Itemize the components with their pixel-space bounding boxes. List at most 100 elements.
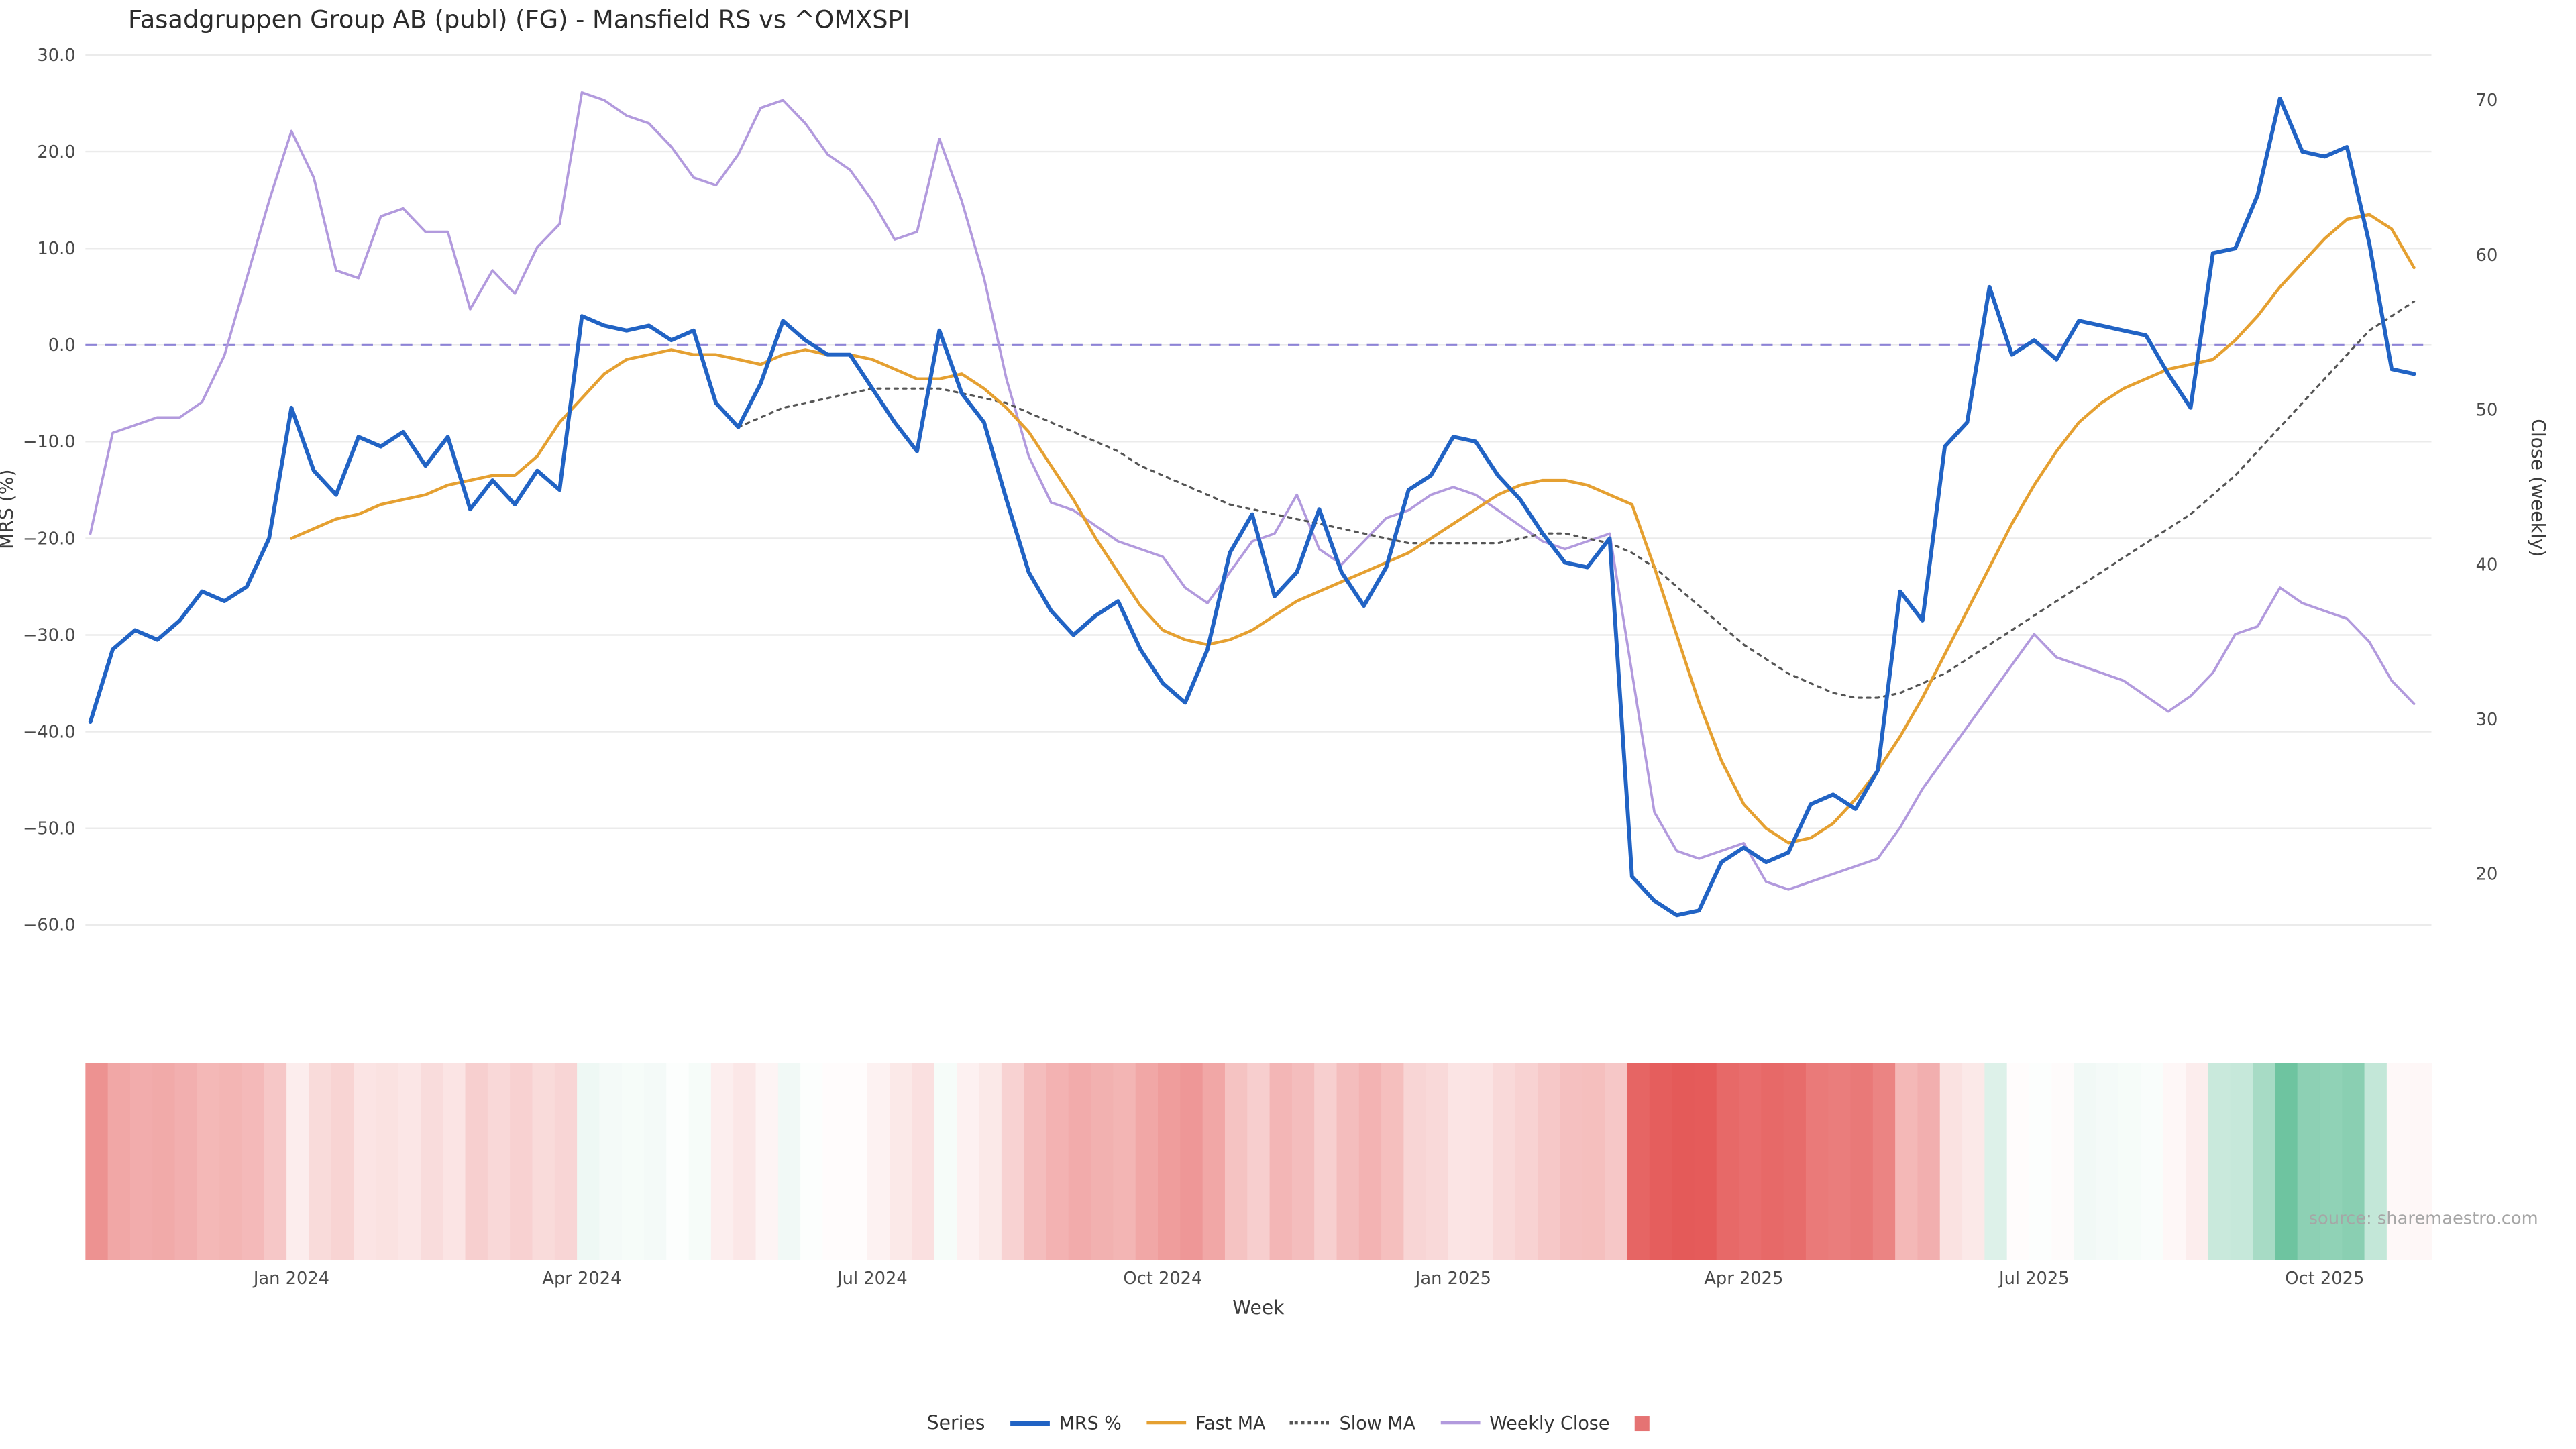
right-axis-tick-labels: 70 60 50 40 30 20 [2476, 91, 2498, 884]
left-tick-label: −30.0 [23, 625, 76, 645]
right-tick-label: 30 [2476, 710, 2498, 730]
legend-item-mrs-: MRS % [1010, 1412, 1122, 1434]
heatmap-cell [621, 1063, 645, 1260]
heatmap-cell [2275, 1063, 2298, 1260]
heatmap-cell [241, 1063, 265, 1260]
heatmap-cell [1605, 1063, 1628, 1260]
legend-swatch-line [1440, 1421, 1480, 1425]
heatmap-cell [174, 1063, 198, 1260]
x-tick-label: Oct 2024 [1123, 1269, 1202, 1289]
right-tick-label: 40 [2476, 555, 2498, 575]
heatmap-strip [85, 1063, 2432, 1260]
heatmap-cell [2096, 1063, 2120, 1260]
heatmap-cell [1805, 1063, 1829, 1260]
legend-item-weekly-close: Weekly Close [1440, 1411, 1610, 1434]
heatmap-cell [934, 1063, 958, 1260]
legend-item-slow-ma: Slow MA [1290, 1412, 1415, 1434]
heatmap-cell [85, 1063, 109, 1260]
left-tick-label: −50.0 [23, 819, 76, 839]
heatmap-cell [1269, 1063, 1293, 1260]
legend-item-label: Weekly Close [1489, 1411, 1610, 1434]
legend-item-label: MRS % [1059, 1411, 1122, 1434]
heatmap-cell [2319, 1063, 2343, 1260]
heatmap-cell [219, 1063, 243, 1260]
x-tick-label: Apr 2025 [1704, 1269, 1783, 1289]
heatmap-cell [1939, 1063, 1963, 1260]
heatmap-cell [510, 1063, 533, 1260]
heatmap-cell [755, 1063, 779, 1260]
heatmap-cell [1850, 1063, 1874, 1260]
heatmap-cell [1895, 1063, 1919, 1260]
heatmap-cell [822, 1063, 846, 1260]
heatmap-cell [577, 1063, 600, 1260]
heatmap-cell [1538, 1063, 1561, 1260]
right-tick-label: 20 [2476, 865, 2498, 885]
heatmap-cell [197, 1063, 221, 1260]
x-tick-label: Oct 2025 [2285, 1269, 2364, 1289]
heatmap-cell [1470, 1063, 1494, 1260]
heatmap-cell [2208, 1063, 2231, 1260]
heatmap-cell [2141, 1063, 2164, 1260]
heatmap-cell [845, 1063, 868, 1260]
heatmap-cell [800, 1063, 824, 1260]
heatmap-cell [710, 1063, 735, 1260]
legend-swatch-line [1146, 1421, 1186, 1425]
legend-swatch-line [1290, 1421, 1330, 1425]
left-tick-label: −40.0 [23, 722, 76, 742]
heatmap-cell [666, 1063, 690, 1260]
x-tick-label: Jan 2025 [1414, 1269, 1491, 1289]
heatmap-cell [1158, 1063, 1181, 1260]
series-line-fast-ma [290, 213, 2416, 845]
heatmap-cell [1046, 1063, 1069, 1260]
heatmap-cell [152, 1063, 176, 1260]
heatmap-cell [2342, 1063, 2365, 1260]
heatmap-cell [443, 1063, 466, 1260]
heatmap-cell [129, 1063, 154, 1260]
x-tick-label: Jul 2025 [1998, 1269, 2070, 1289]
heatmap-cell [1247, 1063, 1271, 1260]
heatmap-cell [1314, 1063, 1338, 1260]
heatmap-cell [1068, 1063, 1091, 1260]
legend-swatch-square [1634, 1415, 1650, 1430]
heatmap-cell [1001, 1063, 1025, 1260]
heatmap-cell [1180, 1063, 1203, 1260]
heatmap-cell [1672, 1063, 1695, 1260]
heatmap-cell [2029, 1063, 2053, 1260]
heatmap-cell [867, 1063, 891, 1260]
heatmap-cell [2230, 1063, 2253, 1260]
left-axis-tick-labels: 30.0 20.0 10.0 0.0 −10.0 −20.0 −30.0 −40.0 −50.0… [23, 46, 76, 936]
heatmap-cell [1381, 1063, 1405, 1260]
heatmap-cell [2051, 1063, 2075, 1260]
heatmap-cell [2386, 1063, 2410, 1260]
heatmap-cell [1091, 1063, 1114, 1260]
heatmap-cell [1649, 1063, 1672, 1260]
heatmap-cell [532, 1063, 555, 1260]
left-tick-label: 10.0 [37, 239, 75, 259]
heatmap-cell [2118, 1063, 2142, 1260]
left-tick-label: 30.0 [37, 46, 75, 66]
heatmap-cell [465, 1063, 488, 1260]
heatmap-cell [1202, 1063, 1226, 1260]
legend-items: MRS % Fast MA Slow MA Weekly Close [1010, 1411, 1650, 1434]
left-tick-label: 0.0 [48, 335, 76, 356]
heatmap-cell [2297, 1063, 2320, 1260]
x-axis-title: Week [1232, 1296, 1285, 1320]
heatmap-cell [2253, 1063, 2276, 1260]
heatmap-cell [1224, 1063, 1248, 1260]
heatmap-cell [376, 1063, 399, 1260]
heatmap-cell [398, 1063, 421, 1260]
heatmap-cell [2006, 1063, 2030, 1260]
x-tick-label: Jul 2024 [836, 1269, 908, 1289]
heatmap-cell [2163, 1063, 2186, 1260]
series-line-mrs- [88, 97, 2416, 918]
heatmap-cell [1761, 1063, 1784, 1260]
heatmap-cell [1358, 1063, 1382, 1260]
heatmap-cell [777, 1063, 802, 1260]
series-line-slow-ma [737, 300, 2416, 699]
heatmap-cell [1917, 1063, 1941, 1260]
x-tick-label: Jan 2024 [252, 1269, 329, 1289]
heatmap-cell [1783, 1063, 1807, 1260]
heatmap-cell [1694, 1063, 1717, 1260]
heatmap-cell [1493, 1063, 1516, 1260]
heatmap-cell [487, 1063, 511, 1260]
